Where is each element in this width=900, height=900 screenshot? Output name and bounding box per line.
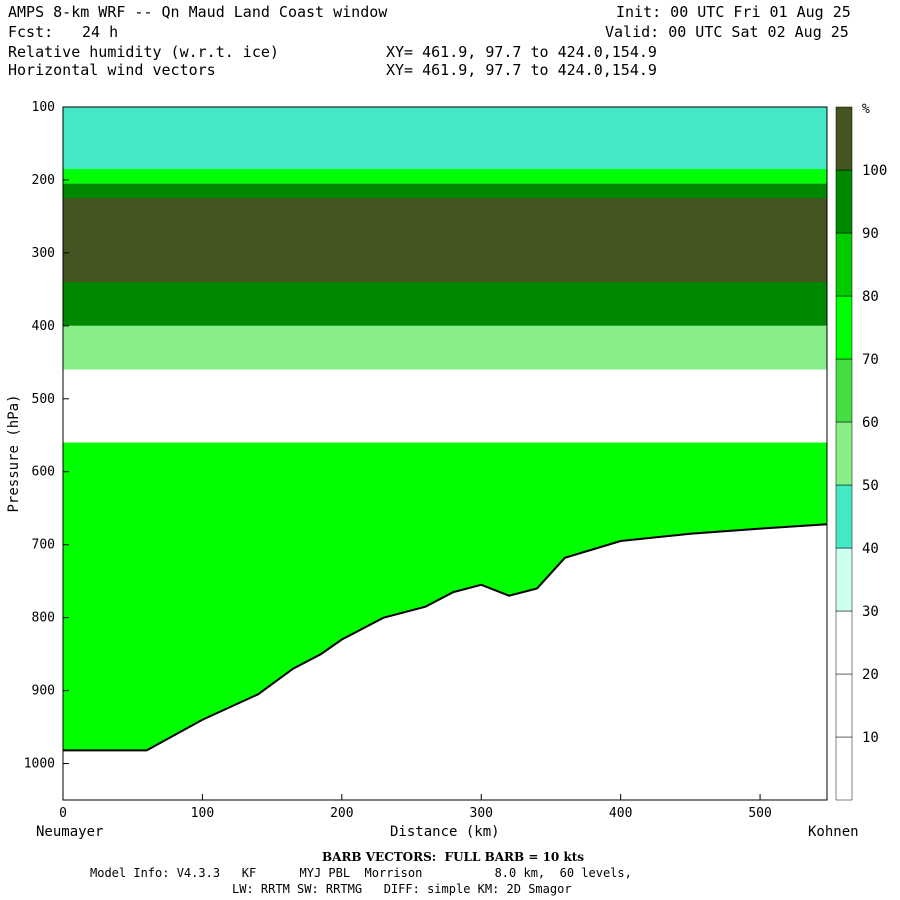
colorbar-bin [835,547,853,612]
terrain-mask [63,524,827,800]
barb-note: BARB VECTORS: FULL BARB = 10 kts [322,850,585,864]
terrain-line [63,523,828,752]
colorbar-label: 100 [862,163,887,179]
y-tick-label: 800 [32,611,55,626]
init-time: Init: 00 UTC Fri 01 Aug 25 [616,3,851,21]
forecast-value: 24 h [82,23,119,41]
xy-range-1: XY= 461.9, 97.7 to 424.0,154.9 [386,43,657,61]
rh-layer-dry [63,369,827,443]
plot-frame [62,106,828,801]
colorbar-label: 10 [862,730,879,746]
colorbar-bin [835,736,853,801]
x-tick-label: 200 [330,806,353,821]
forecast-label: Fcst: [8,23,54,41]
colorbar-label: 50 [862,478,879,494]
colorbar-bin [835,232,853,297]
y-tick-label: 700 [32,538,55,553]
x-axis-label: Distance (km) [390,824,500,840]
rh-layer-dry-top [63,169,827,184]
colorbar-label: 40 [862,541,879,557]
colorbar-label: 90 [862,226,879,242]
y-tick-label: 900 [32,684,55,699]
x-tick-label: 300 [470,806,493,821]
field-2-label: Horizontal wind vectors [8,61,216,79]
colorbar-bin [835,106,853,171]
colorbar-label: 60 [862,415,879,431]
y-tick-label: 300 [32,246,55,261]
physics-info: LW: RRTM SW: RRTMG DIFF: simple KM: 2D S… [232,882,572,896]
colorbar-bin [835,295,853,360]
y-axis-label: Pressure (hPa) [6,394,22,512]
y-tick-label: 200 [32,173,55,188]
colorbar-bin [835,358,853,423]
chart-title: AMPS 8-km WRF -- Qn Maud Land Coast wind… [8,3,388,21]
rh-layer-transition [63,325,827,370]
model-info: Model Info: V4.3.3 KF MYJ PBL Morrison 8… [90,866,632,880]
colorbar-label: 20 [862,667,879,683]
colorbar-bin [835,673,853,738]
y-tick-label: 1000 [24,757,55,772]
colorbar-label: 70 [862,352,879,368]
valid-time: Valid: 00 UTC Sat 02 Aug 25 [605,23,849,41]
colorbar-bin [835,484,853,549]
x-tick-label: 100 [191,806,214,821]
x-end-label: Kohnen [808,824,859,840]
colorbar-unit: % [862,102,870,117]
colorbar-label: 80 [862,289,879,305]
rh-layer-upper [63,107,827,170]
x-tick-label: 500 [748,806,771,821]
y-tick-label: 500 [32,392,55,407]
colorbar-bin [835,169,853,234]
rh-layer-saturated [63,198,827,283]
x-start-label: Neumayer [36,824,104,840]
y-tick-label: 100 [32,100,55,115]
xy-range-2: XY= 461.9, 97.7 to 424.0,154.9 [386,61,657,79]
x-tick-label: 400 [609,806,632,821]
x-tick-label: 0 [59,806,67,821]
y-tick-label: 600 [32,465,55,480]
colorbar-bin [835,610,853,675]
field-1-label: Relative humidity (w.r.t. ice) [8,43,279,61]
colorbar-label: 30 [862,604,879,620]
y-tick-label: 400 [32,319,55,334]
colorbar-bin [835,421,853,486]
